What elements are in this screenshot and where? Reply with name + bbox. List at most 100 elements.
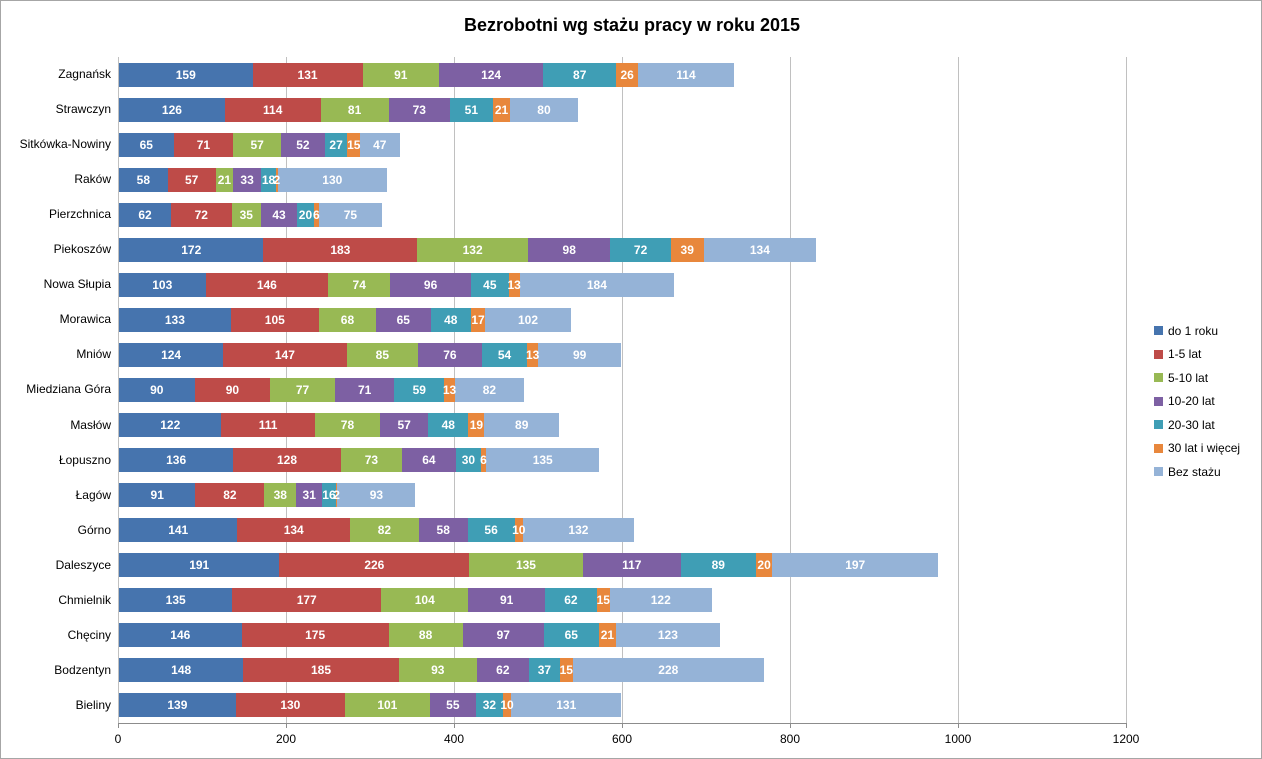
bar-value-label: 55 bbox=[446, 698, 460, 713]
bar-value-label: 85 bbox=[375, 347, 389, 362]
bar-segment-Bez-stażu: 122 bbox=[609, 588, 712, 613]
x-axis-tick-label: 400 bbox=[443, 732, 465, 746]
stacked-bar: 133 105 68 65 48 17 102 bbox=[119, 307, 571, 332]
bar-segment-5-10-lat: 85 bbox=[346, 342, 419, 367]
bar-value-label: 175 bbox=[305, 628, 326, 643]
bar-value-label: 147 bbox=[274, 347, 295, 362]
bar-value-label: 58 bbox=[436, 523, 450, 538]
bar-value-label: 71 bbox=[357, 383, 372, 397]
x-axis-tick bbox=[622, 723, 623, 728]
x-axis-tick bbox=[454, 723, 455, 728]
bar-segment-Bez-stażu: 197 bbox=[772, 553, 938, 578]
bar-segment-1-5-lat: 114 bbox=[224, 97, 321, 122]
bar-value-label: 47 bbox=[373, 137, 387, 152]
bar-value-label: 73 bbox=[412, 102, 426, 117]
bar-segment-10-20-lat: 91 bbox=[468, 588, 545, 613]
bar-value-label: 126 bbox=[161, 102, 182, 117]
bar-segment-20-30-lat: 48 bbox=[428, 413, 469, 438]
bar-value-label: 73 bbox=[364, 453, 379, 468]
bar-value-label: 37 bbox=[537, 663, 552, 678]
bar-value-label: 102 bbox=[518, 312, 539, 327]
bar-segment-Bez-stażu: 132 bbox=[523, 518, 634, 543]
bar-value-label: 62 bbox=[496, 663, 510, 678]
bar-value-label: 124 bbox=[161, 347, 182, 362]
bar-value-label: 57 bbox=[250, 137, 264, 152]
bar-value-label: 90 bbox=[150, 383, 164, 397]
x-axis-tick-label: 1000 bbox=[944, 732, 972, 746]
bar-value-label: 21 bbox=[494, 102, 509, 117]
x-axis-tick-label: 1200 bbox=[1112, 732, 1140, 746]
bar-segment-30-lat-i-więcej: 13 bbox=[443, 378, 456, 402]
legend-swatch bbox=[1154, 443, 1163, 453]
bar-segment-10-20-lat: 98 bbox=[528, 237, 611, 262]
stacked-bar: 191 226 135 117 89 20 197 bbox=[119, 553, 938, 578]
bar-segment-Bez-stażu: 135 bbox=[486, 448, 600, 473]
bar-value-label: 35 bbox=[239, 207, 253, 222]
bar-segment-30-lat-i-więcej: 15 bbox=[560, 658, 573, 683]
category-label: Raków bbox=[74, 172, 111, 187]
bar-value-label: 26 bbox=[620, 67, 634, 82]
bar-segment-do-1-roku: 62 bbox=[119, 202, 172, 227]
bar-segment-30-lat-i-więcej: 6 bbox=[313, 202, 320, 227]
bar-segment-20-30-lat: 16 bbox=[322, 483, 336, 508]
bar-segment-do-1-roku: 122 bbox=[119, 413, 222, 438]
bar-segment-Bez-stażu: 80 bbox=[510, 97, 578, 122]
bar-value-label: 183 bbox=[330, 242, 351, 257]
x-axis-tick bbox=[1126, 723, 1127, 728]
bar-segment-20-30-lat: 45 bbox=[470, 272, 509, 297]
bar-value-label: 82 bbox=[223, 488, 237, 503]
bar-value-label: 62 bbox=[564, 593, 578, 608]
bar-segment-do-1-roku: 148 bbox=[119, 658, 244, 683]
bar-value-label: 13 bbox=[525, 347, 540, 362]
bar-segment-20-30-lat: 18 bbox=[260, 167, 277, 192]
bar-segment-10-20-lat: 58 bbox=[418, 518, 468, 543]
bar-segment-1-5-lat: 128 bbox=[233, 448, 341, 473]
bar-segment-10-20-lat: 55 bbox=[429, 693, 476, 718]
bar-value-label: 132 bbox=[568, 523, 589, 538]
bar-value-label: 130 bbox=[322, 172, 343, 187]
stacked-bar: 141 134 82 58 56 10 132 bbox=[119, 518, 634, 543]
bar-value-label: 57 bbox=[184, 172, 199, 187]
bar-segment-20-30-lat: 59 bbox=[394, 378, 445, 402]
bar-segment-10-20-lat: 97 bbox=[462, 623, 544, 648]
bar-value-label: 6 bbox=[480, 453, 487, 468]
legend-label: 30 lat i więcej bbox=[1168, 441, 1241, 456]
bar-segment-30-lat-i-więcej: 26 bbox=[616, 62, 639, 87]
bar-segment-1-5-lat: 105 bbox=[230, 307, 319, 332]
bar-segment-30-lat-i-więcej: 20 bbox=[755, 553, 773, 578]
bar-segment-5-10-lat: 101 bbox=[344, 693, 430, 718]
bar-segment-Bez-stażu: 89 bbox=[484, 413, 560, 438]
bar-value-label: 146 bbox=[170, 628, 191, 643]
bar-value-label: 27 bbox=[329, 137, 343, 152]
bar-segment-5-10-lat: 38 bbox=[264, 483, 297, 508]
bar-value-label: 56 bbox=[484, 523, 498, 538]
bar-segment-Bez-stażu: 75 bbox=[318, 202, 382, 227]
bar-segment-10-20-lat: 124 bbox=[439, 62, 544, 87]
bar-value-label: 228 bbox=[658, 663, 679, 678]
bar-segment-1-5-lat: 82 bbox=[195, 483, 265, 508]
bar-value-label: 77 bbox=[295, 383, 310, 397]
bar-value-label: 89 bbox=[711, 558, 725, 573]
bar-segment-30-lat-i-więcej: 39 bbox=[670, 237, 704, 262]
category-label: Mniów bbox=[76, 347, 111, 362]
category-label: Bodzentyn bbox=[54, 662, 111, 677]
bar-segment-10-20-lat: 76 bbox=[418, 342, 482, 367]
bar-segment-10-20-lat: 52 bbox=[281, 132, 325, 157]
bar-segment-Bez-stażu: 134 bbox=[703, 237, 817, 262]
bar-value-label: 74 bbox=[352, 277, 366, 292]
bar-segment-1-5-lat: 111 bbox=[221, 413, 315, 438]
gridline bbox=[958, 57, 959, 723]
bar-value-label: 76 bbox=[443, 347, 457, 362]
bar-value-label: 98 bbox=[562, 242, 576, 257]
bar-segment-5-10-lat: 93 bbox=[398, 658, 477, 683]
bar-segment-20-30-lat: 51 bbox=[449, 97, 493, 122]
bar-segment-do-1-roku: 124 bbox=[119, 342, 224, 367]
bar-value-label: 80 bbox=[537, 102, 551, 117]
bar-segment-30-lat-i-więcej: 21 bbox=[492, 97, 511, 122]
category-label: Piekoszów bbox=[53, 242, 111, 257]
bar-segment-5-10-lat: 57 bbox=[233, 132, 282, 157]
bar-segment-10-20-lat: 64 bbox=[402, 448, 456, 473]
bar-value-label: 87 bbox=[573, 67, 587, 82]
bar-segment-30-lat-i-więcej: 10 bbox=[500, 693, 514, 718]
bar-value-label: 93 bbox=[431, 663, 445, 678]
